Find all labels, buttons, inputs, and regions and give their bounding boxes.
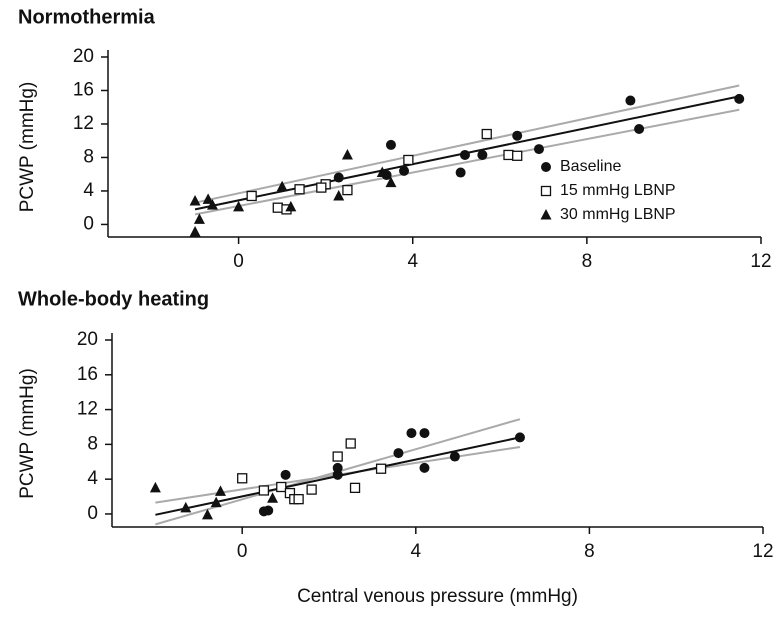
y-tick-label: 0 [87,503,98,524]
point [481,128,492,140]
point [503,149,514,161]
point [193,213,205,224]
point [276,481,287,493]
point [189,195,201,206]
point [533,144,544,155]
point [237,473,248,484]
x-tick-label: 4 [407,251,418,272]
point [293,494,304,505]
x-tick-label: 4 [411,541,422,562]
point [333,172,344,183]
y-tick-label: 20 [77,329,98,350]
point [385,139,396,150]
point [267,492,279,503]
point [634,124,645,134]
point [276,180,288,192]
point [180,501,192,513]
point [385,176,397,188]
y-tick-label: 4 [87,468,98,489]
point [280,469,291,480]
point [734,93,745,104]
legend-text: 30 mmHg LBNP [560,206,676,223]
x-tick-label: 8 [584,541,595,562]
point [449,451,460,462]
point [477,149,488,160]
y-tick-label: 8 [83,146,94,167]
point [258,485,270,496]
point [625,95,636,106]
point [376,166,388,178]
point [306,484,317,495]
y-tick-label: 16 [77,364,98,385]
x-tick-label: 0 [237,541,248,562]
legend-text: 15 mmHg LBNP [560,182,676,199]
point [210,496,222,508]
point [419,428,430,439]
panel-title: Whole-body heating [18,288,209,310]
point [202,193,214,204]
point [455,167,466,178]
point [285,200,297,212]
point [419,462,430,473]
y-tick-label: 16 [73,80,94,101]
point [512,130,523,141]
point [206,199,218,210]
point [294,184,305,195]
legend-marker [540,185,552,197]
panel-title: Normothermia [18,6,156,28]
x-axis-label: Central venous pressure (mmHg) [297,586,578,607]
point [272,202,283,213]
point [316,182,327,193]
point [233,200,245,212]
y-axis-label: PCWP (mmHg) [17,82,38,213]
point [349,482,361,494]
y-tick-label: 12 [77,399,98,420]
point [512,150,523,161]
point [332,469,343,480]
point [406,428,417,439]
y-axis-label: PCWP (mmHg) [17,368,38,499]
point [399,165,410,176]
point [342,184,353,196]
point [189,225,201,237]
x-tick-label: 12 [750,251,771,272]
point [332,462,343,473]
point [333,189,345,201]
point [403,154,414,166]
y-tick-label: 8 [87,433,98,454]
x-tick-label: 8 [582,251,593,272]
legend-marker [541,162,551,172]
y-tick-label: 4 [83,180,94,201]
point [393,448,404,459]
y-tick-label: 12 [73,113,94,134]
point [246,190,257,202]
x-tick-label: 0 [233,251,244,272]
point [341,148,353,160]
point [345,438,356,449]
point [258,506,269,517]
legend-text: Baseline [560,158,621,175]
point [149,481,161,493]
point [375,463,387,474]
point [459,149,470,160]
point [332,451,343,462]
point [514,432,525,443]
y-tick-label: 20 [73,46,94,67]
fit-line [194,84,740,204]
x-tick-label: 12 [752,541,773,562]
point [215,485,226,496]
fit-line [194,108,740,216]
legend-marker [540,209,552,220]
y-tick-label: 0 [83,213,94,234]
point [201,508,213,520]
